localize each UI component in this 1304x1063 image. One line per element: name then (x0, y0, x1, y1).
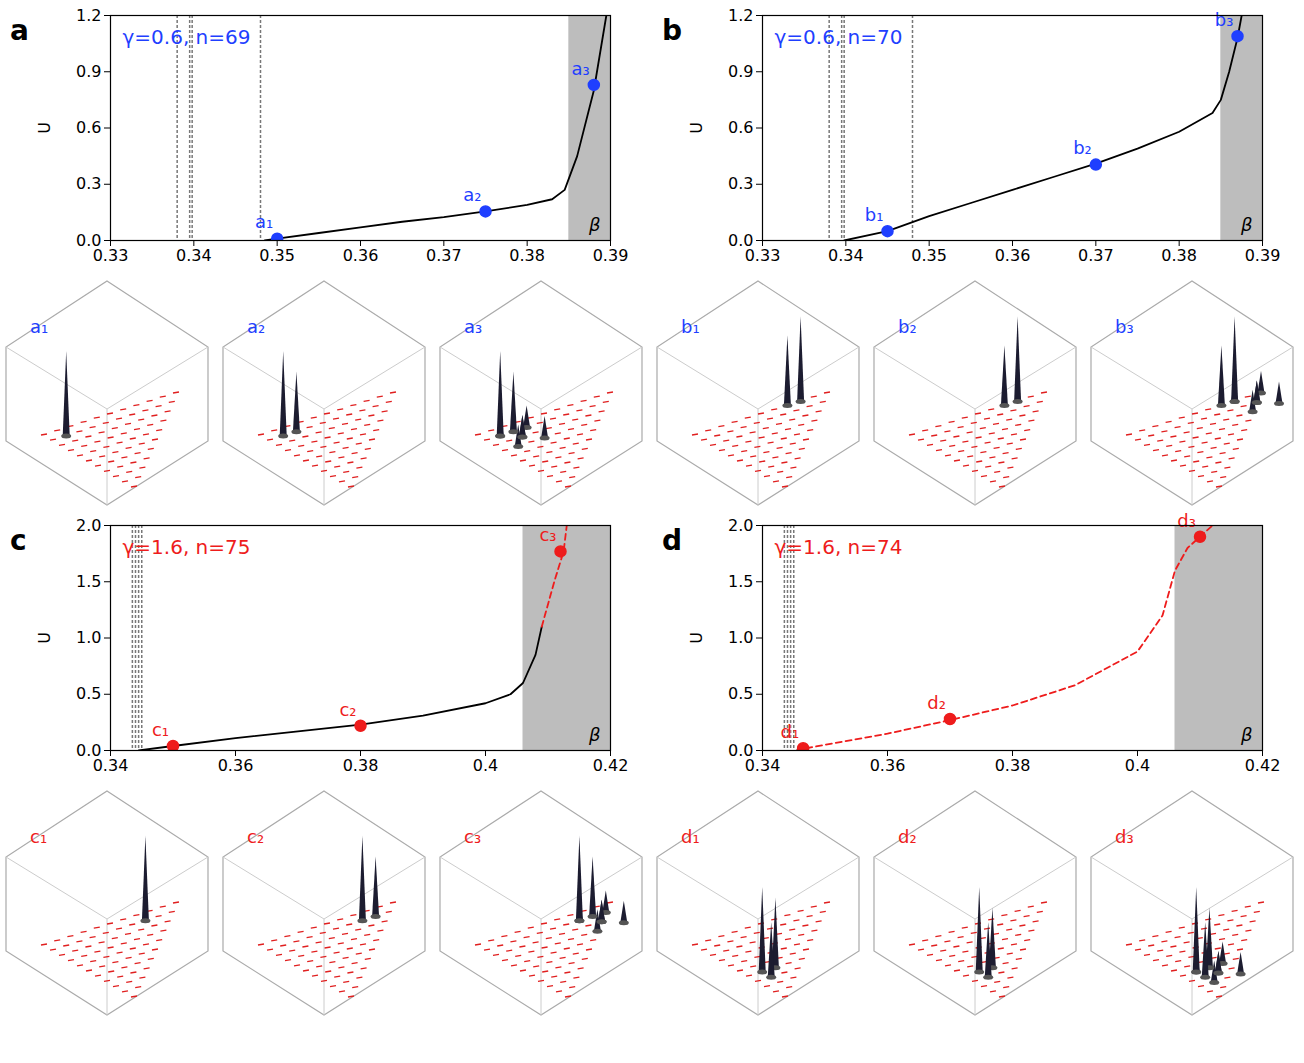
svg-text:a₂: a₂ (247, 316, 265, 337)
svg-text:0.35: 0.35 (259, 246, 295, 265)
svg-text:0.5: 0.5 (728, 684, 753, 703)
svg-text:γ=1.6, n=75: γ=1.6, n=75 (123, 535, 251, 559)
svg-text:γ=1.6, n=74: γ=1.6, n=74 (775, 535, 903, 559)
svg-text:0.38: 0.38 (1161, 246, 1197, 265)
svg-text:0.4: 0.4 (473, 756, 498, 775)
svg-text:0.0: 0.0 (76, 230, 102, 250)
svg-text:2.0: 2.0 (728, 516, 753, 535)
svg-text:a₃: a₃ (464, 316, 482, 337)
svg-text:0.6: 0.6 (76, 118, 101, 137)
html-text:d: d (662, 524, 682, 557)
svg-text:0.37: 0.37 (426, 246, 462, 265)
svg-text:b₃: b₃ (1215, 9, 1234, 30)
svg-text:0.0: 0.0 (728, 740, 754, 760)
svg-text:b₃: b₃ (1115, 316, 1134, 337)
svg-text:0.3: 0.3 (728, 174, 753, 193)
svg-text:2.0: 2.0 (76, 516, 101, 535)
svg-text:0.0: 0.0 (728, 230, 754, 250)
svg-text:0.35: 0.35 (911, 246, 947, 265)
svg-text:1.5: 1.5 (728, 572, 753, 591)
svg-text:0.0: 0.0 (76, 740, 102, 760)
svg-text:0.36: 0.36 (343, 246, 379, 265)
svg-text:0.38: 0.38 (343, 756, 379, 775)
svg-text:β: β (588, 724, 601, 745)
svg-text:b₂: b₂ (898, 316, 917, 337)
svg-text:b₁: b₁ (681, 316, 700, 337)
svg-text:b₂: b₂ (1073, 137, 1092, 158)
svg-text:U: U (687, 122, 706, 134)
svg-text:β: β (1240, 214, 1253, 235)
svg-text:0.34: 0.34 (745, 756, 781, 775)
svg-text:0.39: 0.39 (1245, 246, 1281, 265)
svg-text:U: U (35, 632, 54, 644)
svg-text:0.37: 0.37 (1078, 246, 1114, 265)
svg-text:d₂: d₂ (898, 826, 917, 847)
svg-text:a₁: a₁ (30, 316, 48, 337)
svg-text:0.4: 0.4 (1125, 756, 1150, 775)
svg-text:0.38: 0.38 (509, 246, 545, 265)
svg-text:β: β (1240, 724, 1253, 745)
svg-text:d₃: d₃ (1177, 510, 1196, 531)
svg-text:U: U (687, 632, 706, 644)
svg-text:0.33: 0.33 (745, 246, 781, 265)
svg-text:0.3: 0.3 (76, 174, 101, 193)
svg-text:0.42: 0.42 (1245, 756, 1281, 775)
html-text:a: a (10, 14, 29, 47)
svg-text:c₃: c₃ (464, 826, 481, 847)
svg-text:0.39: 0.39 (593, 246, 629, 265)
svg-text:a₂: a₂ (463, 184, 481, 205)
svg-text:0.34: 0.34 (176, 246, 212, 265)
svg-text:0.9: 0.9 (728, 62, 753, 81)
svg-text:c₂: c₂ (247, 826, 264, 847)
svg-text:a₁: a₁ (255, 211, 273, 232)
svg-text:1.2: 1.2 (76, 6, 101, 25)
svg-text:0.5: 0.5 (76, 684, 101, 703)
svg-text:0.38: 0.38 (995, 756, 1031, 775)
svg-text:0.33: 0.33 (93, 246, 129, 265)
svg-text:c₂: c₂ (339, 699, 356, 720)
svg-text:d₁: d₁ (780, 721, 799, 742)
html-text:b: b (662, 14, 682, 47)
svg-text:0.36: 0.36 (218, 756, 254, 775)
svg-text:1.0: 1.0 (76, 628, 101, 647)
svg-text:0.36: 0.36 (995, 246, 1031, 265)
svg-text:0.34: 0.34 (93, 756, 129, 775)
svg-text:0.6: 0.6 (728, 118, 753, 137)
svg-text:U: U (35, 122, 54, 134)
svg-text:c₃: c₃ (539, 524, 556, 545)
svg-text:d₂: d₂ (927, 692, 946, 713)
svg-text:c₁: c₁ (152, 719, 169, 740)
svg-text:1.2: 1.2 (728, 6, 753, 25)
svg-text:d₁: d₁ (681, 826, 700, 847)
svg-text:1.5: 1.5 (76, 572, 101, 591)
svg-text:0.36: 0.36 (870, 756, 906, 775)
html-text:c: c (10, 524, 27, 557)
svg-text:0.9: 0.9 (76, 62, 101, 81)
svg-text:γ=0.6, n=69: γ=0.6, n=69 (123, 25, 251, 49)
svg-text:0.42: 0.42 (593, 756, 629, 775)
svg-text:0.34: 0.34 (828, 246, 864, 265)
svg-text:d₃: d₃ (1115, 826, 1134, 847)
svg-text:1.0: 1.0 (728, 628, 753, 647)
svg-text:c₁: c₁ (30, 826, 47, 847)
svg-text:γ=0.6, n=70: γ=0.6, n=70 (775, 25, 903, 49)
svg-text:a₃: a₃ (572, 58, 590, 79)
svg-text:b₁: b₁ (865, 204, 884, 225)
svg-text:β: β (588, 214, 601, 235)
